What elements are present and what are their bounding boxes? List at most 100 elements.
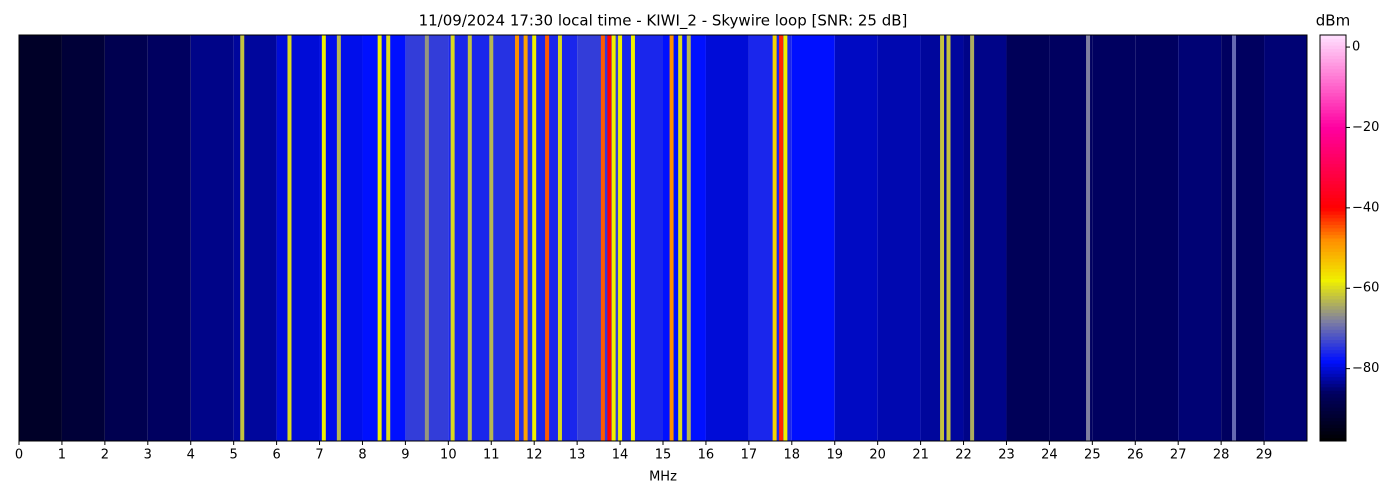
carrier-line (287, 35, 292, 441)
colorbar-segment (1320, 180, 1346, 185)
colorbar-segment (1320, 407, 1346, 412)
carrier-line (321, 35, 326, 441)
x-tick-label: 3 (144, 448, 152, 463)
x-tick-label: 23 (998, 448, 1015, 463)
colorbar-segment (1320, 390, 1346, 395)
colorbar-segment (1320, 359, 1346, 364)
heat-cell (1178, 35, 1222, 441)
x-tick-label: 8 (358, 448, 366, 463)
x-tick-label: 11 (483, 448, 500, 463)
colorbar-segment (1320, 133, 1346, 137)
x-tick-label: 1 (58, 448, 66, 463)
colorbar-segment (1320, 373, 1346, 378)
colorbar-segment (1320, 261, 1346, 266)
x-tick-label: 16 (698, 448, 715, 463)
colorbar-segment (1320, 58, 1346, 63)
colorbar-segment (1320, 238, 1346, 242)
colorbar-segment (1320, 420, 1346, 425)
chart-title: 11/09/2024 17:30 local time - KIWI_2 - S… (419, 12, 908, 31)
x-tick-label: 7 (315, 448, 323, 463)
x-tick-label: 9 (401, 448, 409, 463)
colorbar-segment (1320, 51, 1346, 56)
colorbar-segment (1320, 329, 1346, 334)
colorbar-segment (1320, 214, 1346, 219)
carrier-line (611, 35, 616, 441)
heat-cell (963, 35, 1007, 441)
carrier-line (783, 35, 788, 441)
carrier-line (467, 35, 472, 441)
x-tick-label: 19 (826, 448, 843, 463)
carrier-line (630, 35, 635, 441)
colorbar-tick-label: −80 (1352, 361, 1379, 376)
carrier-line (336, 35, 341, 441)
colorbar-segment (1320, 153, 1346, 158)
carrier-line (600, 35, 605, 441)
colorbar-segment (1320, 139, 1346, 144)
colorbar-segment (1320, 363, 1346, 368)
colorbar-tick-label: −60 (1352, 281, 1379, 296)
colorbar-segment (1320, 397, 1346, 401)
colorbar-segment (1320, 349, 1346, 354)
colorbar-segment (1320, 234, 1346, 239)
heat-cell (19, 35, 62, 441)
heat-cell (877, 35, 921, 441)
x-tick-label: 2 (101, 448, 109, 463)
heat-cell (147, 35, 191, 441)
colorbar-segment (1320, 254, 1346, 259)
colorbar-segment (1320, 41, 1346, 46)
carrier-line (607, 35, 612, 441)
colorbar-segment (1320, 295, 1346, 300)
colorbar-segment (1320, 241, 1346, 246)
colorbar-segment (1320, 200, 1346, 205)
colorbar-segment (1320, 170, 1346, 175)
colorbar-segment (1320, 183, 1346, 188)
carrier-line (772, 35, 777, 441)
x-tick-label: 22 (955, 448, 972, 463)
colorbar-segment (1320, 112, 1346, 117)
x-tick-label: 0 (15, 448, 23, 463)
x-tick-label: 14 (612, 448, 629, 463)
colorbar-segment (1320, 163, 1346, 168)
colorbar-segment (1320, 160, 1346, 165)
colorbar-segment (1320, 38, 1346, 43)
colorbar-segment (1320, 380, 1346, 384)
colorbar-segment (1320, 437, 1346, 442)
carrier-line (557, 35, 562, 441)
colorbar-segment (1320, 427, 1346, 432)
colorbar-segment (1320, 102, 1346, 107)
colorbar-segment (1320, 339, 1346, 344)
colorbar-segment (1320, 336, 1346, 340)
colorbar-segment (1320, 126, 1346, 131)
x-tick-label: 5 (230, 448, 238, 463)
heat-cell (491, 35, 535, 441)
colorbar-segment (1320, 156, 1346, 161)
colorbar-segment (1320, 248, 1346, 253)
colorbar-segment (1320, 194, 1346, 198)
heat-cell (1049, 35, 1093, 441)
colorbar-segment (1320, 122, 1346, 127)
colorbar-segment (1320, 434, 1346, 439)
heat-cell (791, 35, 835, 441)
colorbar-segment (1320, 285, 1346, 290)
colorbar-segment (1320, 197, 1346, 202)
colorbar-segment (1320, 386, 1346, 391)
colorbar-segment (1320, 312, 1346, 317)
colorbar-segment (1320, 332, 1346, 337)
colorbar-segment (1320, 417, 1346, 422)
colorbar-segment (1320, 119, 1346, 124)
colorbar-segment (1320, 187, 1346, 192)
colorbar-segment (1320, 288, 1346, 293)
colorbar-segment (1320, 410, 1346, 415)
carrier-line (970, 35, 975, 441)
colorbar-segment (1320, 106, 1346, 110)
x-tick-label: 21 (912, 448, 929, 463)
carrier-line (240, 35, 245, 441)
carrier-line (515, 35, 520, 441)
colorbar-segment (1320, 207, 1346, 212)
colorbar-segment (1320, 356, 1346, 361)
x-tick-label: 13 (569, 448, 586, 463)
x-tick-label: 28 (1213, 448, 1230, 463)
colorbar-segment (1320, 224, 1346, 229)
colorbar-tick-label: −20 (1352, 120, 1379, 135)
